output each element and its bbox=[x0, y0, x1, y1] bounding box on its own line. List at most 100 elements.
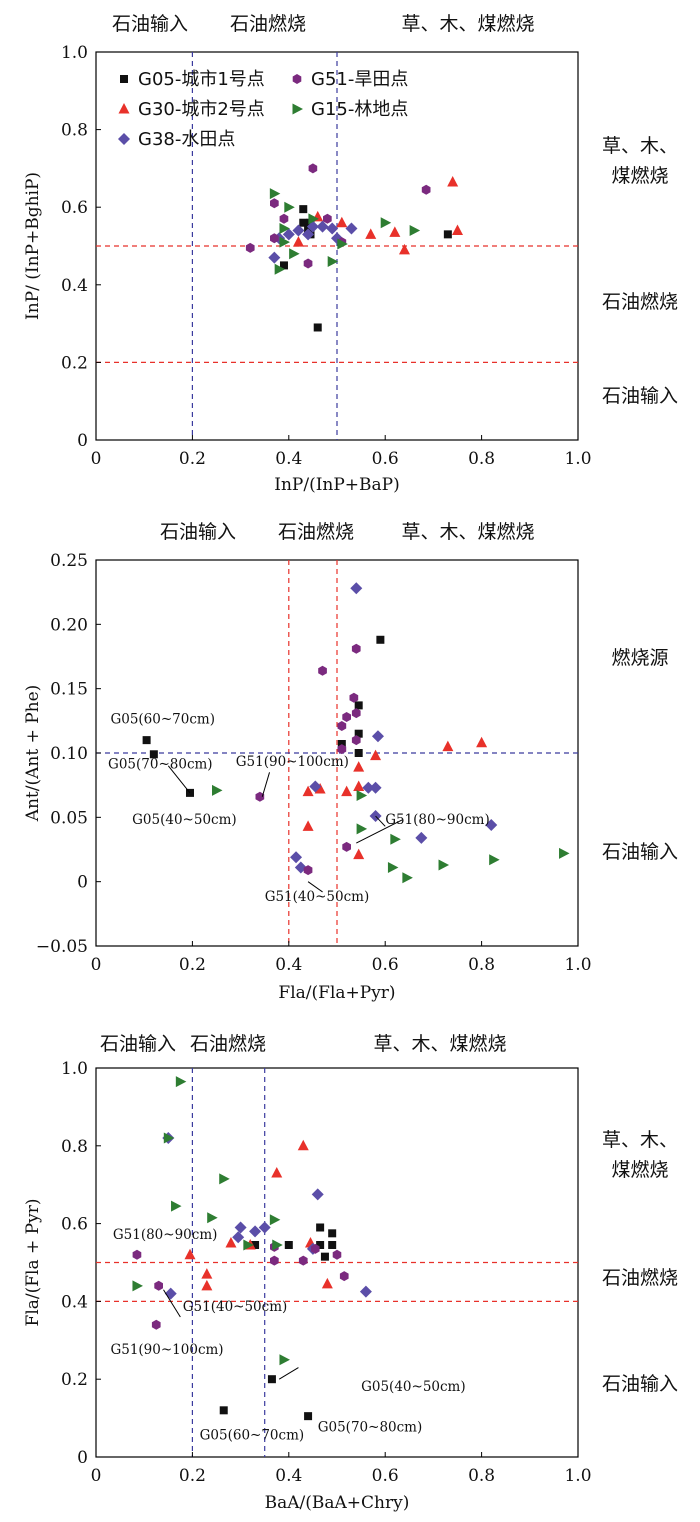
data-point bbox=[353, 848, 365, 860]
annotation-label: G51(80~90cm) bbox=[385, 812, 490, 828]
x-axis-label: BaA/(BaA+Chry) bbox=[265, 1493, 410, 1513]
data-point bbox=[292, 236, 304, 247]
chart-panel-1: 0 0.2 0.4 0.6 0.8 1.0 0 0.2 0.4 0.6 0.8 1.0 InP/(InP… bbox=[23, 13, 678, 495]
data-point bbox=[337, 744, 347, 755]
data-point bbox=[341, 785, 353, 797]
legend-entry-label: G15-林地点 bbox=[311, 99, 408, 120]
legend-marker bbox=[292, 74, 302, 84]
data-point bbox=[369, 781, 382, 794]
x-tick-label: 0.2 bbox=[179, 449, 206, 469]
data-point bbox=[271, 1167, 283, 1178]
annotation-arrow bbox=[261, 772, 270, 797]
data-point bbox=[356, 789, 368, 801]
top-zone-label: 石油输入 bbox=[100, 1033, 176, 1055]
annotation-label: G51(90~100cm) bbox=[110, 1342, 223, 1358]
legend-marker bbox=[292, 103, 303, 115]
annotation-label: G05(40~50cm) bbox=[132, 812, 237, 828]
data-point bbox=[234, 1221, 247, 1234]
right-zone-label: 草、木、 bbox=[602, 1129, 678, 1151]
legend-marker bbox=[118, 133, 130, 145]
y-tick-label: 0.2 bbox=[61, 1370, 88, 1390]
data-point bbox=[232, 1231, 245, 1244]
data-point bbox=[269, 1214, 281, 1226]
data-point bbox=[270, 1255, 279, 1266]
right-zone-label: 石油输入 bbox=[602, 841, 678, 863]
top-zone-label: 石油燃烧 bbox=[278, 521, 354, 543]
right-zone-label: 石油输入 bbox=[602, 385, 678, 407]
series-1 bbox=[184, 1139, 333, 1291]
x-axis-label: Fla/(Fla+Pyr) bbox=[278, 983, 395, 1003]
series-2 bbox=[290, 582, 498, 874]
data-point bbox=[365, 228, 377, 239]
legend: G05-城市1号点 G51-旱田点 G30-城市2号点 G15-林地点 G38-水田点 bbox=[118, 69, 408, 150]
series-4 bbox=[132, 1076, 290, 1366]
data-point bbox=[302, 785, 314, 797]
right-zone-label: 煤燃烧 bbox=[611, 1159, 668, 1181]
x-tick-label: 0 bbox=[91, 955, 102, 975]
data-point bbox=[269, 188, 281, 200]
data-point bbox=[270, 233, 279, 244]
y-tick-label: 0.15 bbox=[50, 680, 88, 700]
y-tick-label: 1.0 bbox=[61, 1059, 88, 1079]
data-point bbox=[442, 740, 454, 752]
data-point bbox=[328, 1240, 337, 1249]
data-point bbox=[350, 582, 363, 595]
data-point bbox=[339, 1271, 349, 1282]
annotation-arrow bbox=[278, 1367, 299, 1380]
data-point bbox=[207, 1212, 218, 1224]
annotation-arrow bbox=[163, 1289, 181, 1318]
x-tick-label: 0.4 bbox=[275, 449, 302, 469]
data-point bbox=[225, 1237, 237, 1248]
data-point bbox=[316, 220, 329, 233]
data-point bbox=[304, 1412, 313, 1421]
right-zone-label: 石油燃烧 bbox=[602, 1267, 678, 1289]
data-point bbox=[245, 242, 255, 253]
y-tick-label: 0.25 bbox=[50, 551, 88, 571]
data-point bbox=[164, 1287, 177, 1300]
annotation-label: G51(40~50cm) bbox=[183, 1299, 288, 1315]
data-point bbox=[284, 201, 295, 213]
annotation-label: G51(90~100cm) bbox=[236, 754, 349, 770]
top-zone-label: 石油燃烧 bbox=[190, 1033, 266, 1055]
series-0 bbox=[279, 205, 452, 332]
data-point bbox=[336, 216, 348, 228]
annotation-label: G05(70~80cm) bbox=[318, 1420, 423, 1436]
data-point bbox=[351, 735, 361, 746]
data-point bbox=[184, 1248, 196, 1260]
data-point bbox=[306, 220, 319, 233]
data-point bbox=[142, 736, 151, 745]
x-tick-label: 0.6 bbox=[372, 955, 399, 975]
data-point bbox=[154, 1280, 163, 1291]
data-point bbox=[302, 228, 315, 241]
data-point bbox=[351, 708, 361, 719]
data-point bbox=[351, 643, 361, 654]
y-tick-label: −0.05 bbox=[36, 937, 88, 957]
data-point bbox=[279, 213, 289, 224]
data-point bbox=[337, 721, 347, 731]
data-point bbox=[389, 226, 401, 237]
legend-entry-label: G38-水田点 bbox=[138, 129, 235, 150]
data-point bbox=[212, 784, 223, 796]
annotation-label: G51(80~90cm) bbox=[113, 1227, 218, 1243]
series-0 bbox=[219, 1223, 337, 1421]
data-point bbox=[337, 739, 346, 748]
data-point bbox=[132, 1249, 142, 1260]
data-point bbox=[279, 223, 290, 235]
data-point bbox=[452, 224, 463, 235]
data-point bbox=[272, 1239, 283, 1251]
data-point bbox=[415, 831, 428, 844]
data-point bbox=[345, 222, 358, 235]
chart-panel-2: 0 0.2 0.4 0.6 0.8 1.0−0.0500.050.100.150.200.… bbox=[23, 521, 678, 1003]
data-point bbox=[258, 1221, 271, 1234]
data-point bbox=[353, 780, 365, 791]
data-point bbox=[274, 263, 286, 275]
x-axis-label: InP/(InP+BaP) bbox=[274, 475, 400, 495]
series-1 bbox=[302, 736, 488, 860]
y-tick-label: 1.0 bbox=[61, 43, 88, 63]
right-zone-label: 煤燃烧 bbox=[611, 165, 668, 187]
data-point bbox=[371, 730, 384, 743]
legend-entry-label: G05-城市1号点 bbox=[138, 69, 265, 90]
data-point bbox=[559, 847, 570, 859]
series-1 bbox=[292, 175, 463, 255]
data-point bbox=[421, 184, 431, 195]
